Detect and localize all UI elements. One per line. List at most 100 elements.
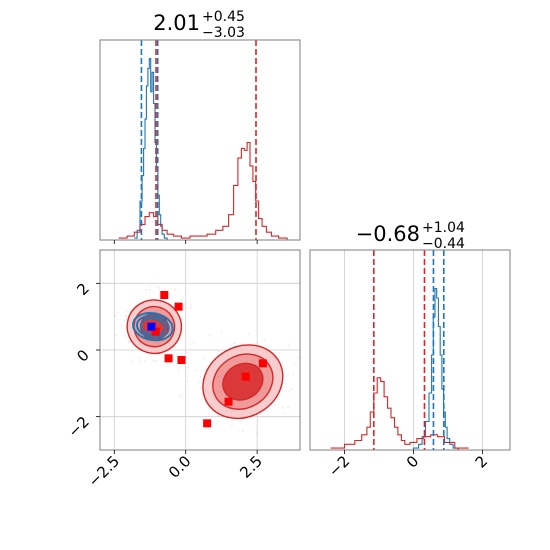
sample-point bbox=[125, 314, 127, 317]
red-marker-9 bbox=[203, 419, 212, 428]
x-tick-label-2: 0 bbox=[403, 452, 422, 471]
y-tick-label-2: 0 bbox=[73, 346, 92, 365]
sample-point bbox=[204, 368, 206, 370]
sample-point bbox=[180, 394, 183, 396]
sample-point bbox=[199, 387, 202, 389]
sample-point bbox=[194, 369, 197, 372]
sample-point bbox=[283, 412, 286, 415]
hist-series-2 bbox=[118, 141, 296, 241]
sample-point bbox=[177, 369, 180, 371]
sample-point bbox=[220, 330, 223, 333]
sample-point bbox=[125, 310, 127, 313]
title-param-1: 2.01 +0.45 −3.03 bbox=[153, 9, 245, 41]
sample-point bbox=[274, 404, 276, 407]
sample-point bbox=[114, 315, 117, 317]
red-marker-2 bbox=[174, 302, 183, 311]
contour-2-level-3 bbox=[222, 362, 264, 401]
title-param-2: −0.68 +1.04 −0.44 bbox=[356, 220, 465, 252]
sample-point bbox=[156, 285, 158, 288]
sample-point bbox=[180, 298, 183, 301]
y-tick-label-1: −2 bbox=[64, 413, 92, 441]
sample-point bbox=[193, 341, 195, 344]
sample-point bbox=[189, 306, 191, 309]
sample-point bbox=[125, 336, 127, 339]
red-marker-3 bbox=[151, 327, 160, 336]
red-marker-6 bbox=[241, 372, 250, 381]
sample-point bbox=[217, 414, 220, 417]
panel-bottom-right-histogram: −2 0 2 bbox=[309, 249, 511, 480]
hist-series-2 bbox=[330, 377, 469, 449]
sample-point bbox=[125, 336, 127, 339]
sample-point bbox=[199, 375, 202, 378]
sample-point bbox=[186, 380, 189, 382]
sample-point bbox=[149, 284, 151, 286]
sample-point bbox=[256, 432, 259, 435]
sample-point bbox=[124, 334, 126, 337]
sample-point bbox=[175, 295, 177, 297]
sample-point bbox=[242, 430, 244, 433]
blue-marker-1 bbox=[147, 322, 156, 331]
sample-point bbox=[179, 366, 181, 369]
title-2-lower: −0.44 bbox=[422, 236, 465, 252]
sample-point bbox=[287, 406, 290, 409]
y-tick-label-3: 2 bbox=[73, 279, 92, 298]
sample-point bbox=[128, 340, 131, 343]
x-tick-label-1: −2.5 bbox=[85, 452, 123, 490]
sample-point bbox=[190, 306, 192, 308]
red-marker-1 bbox=[160, 291, 169, 299]
sample-point bbox=[231, 424, 233, 427]
sample-point bbox=[131, 359, 134, 362]
sample-point bbox=[248, 332, 250, 335]
title-2-value: −0.68 bbox=[356, 222, 420, 246]
contour-3-level-3 bbox=[139, 317, 166, 336]
title-1-value: 2.01 bbox=[153, 11, 200, 35]
sample-point bbox=[116, 311, 119, 313]
sample-point bbox=[174, 288, 176, 291]
contour-3-level-2 bbox=[135, 314, 170, 339]
x-tick-label-3: 2.5 bbox=[236, 452, 266, 482]
sample-point bbox=[114, 334, 117, 337]
sample-point bbox=[158, 287, 161, 289]
sample-point bbox=[152, 360, 155, 362]
contour-3-level-1 bbox=[132, 312, 174, 342]
sample-point bbox=[295, 362, 297, 365]
sample-point bbox=[290, 387, 293, 390]
title-1-upper: +0.45 bbox=[202, 9, 245, 25]
sample-point bbox=[208, 334, 211, 337]
sample-point bbox=[128, 341, 130, 343]
sample-point bbox=[124, 315, 127, 317]
hist-series-1 bbox=[406, 287, 473, 451]
sample-point bbox=[121, 323, 123, 326]
sample-point bbox=[197, 381, 200, 383]
sample-point bbox=[148, 288, 151, 291]
panel-bottom-right-frame bbox=[309, 249, 511, 451]
sample-point bbox=[138, 359, 141, 362]
sample-point bbox=[263, 339, 266, 341]
sample-point bbox=[190, 303, 192, 305]
sample-point bbox=[187, 366, 190, 368]
sample-point bbox=[218, 350, 220, 353]
sample-point bbox=[178, 396, 181, 399]
red-marker-4 bbox=[164, 354, 173, 363]
red-marker-5 bbox=[177, 356, 186, 364]
sample-point bbox=[189, 343, 192, 346]
hist-series-1 bbox=[134, 58, 170, 241]
title-1-lower: −3.03 bbox=[202, 25, 245, 41]
sample-point bbox=[123, 319, 126, 322]
sample-point bbox=[145, 289, 147, 291]
x-tick-label-1: −2 bbox=[325, 452, 353, 480]
red-marker-8 bbox=[224, 397, 233, 406]
panel-top-left-frame bbox=[99, 39, 301, 241]
red-marker-7 bbox=[258, 359, 267, 368]
sample-point bbox=[281, 406, 283, 409]
sample-point bbox=[297, 356, 299, 358]
sample-point bbox=[126, 317, 128, 319]
title-2-upper: +1.04 bbox=[422, 220, 465, 236]
x-tick-label-2: 0.0 bbox=[165, 452, 195, 482]
sample-point bbox=[203, 357, 206, 360]
sample-point bbox=[143, 360, 146, 362]
panel-bottom-left-contour: −2.5 0.0 2.5 −2 0 2 bbox=[64, 249, 302, 491]
sample-point bbox=[233, 342, 236, 345]
sample-point bbox=[155, 360, 158, 362]
